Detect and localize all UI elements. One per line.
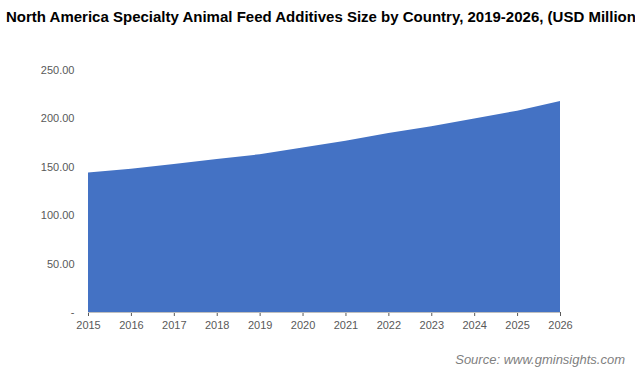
svg-text:-: - <box>71 306 75 318</box>
svg-text:200.00: 200.00 <box>41 112 75 124</box>
svg-text:150.00: 150.00 <box>41 161 75 173</box>
svg-text:2016: 2016 <box>119 319 143 331</box>
svg-text:50.00: 50.00 <box>47 258 75 270</box>
svg-text:2017: 2017 <box>162 319 186 331</box>
svg-text:2026: 2026 <box>548 319 572 331</box>
svg-text:2019: 2019 <box>248 319 272 331</box>
svg-text:100.00: 100.00 <box>41 209 75 221</box>
svg-text:2025: 2025 <box>505 319 529 331</box>
svg-text:250.00: 250.00 <box>41 64 75 76</box>
html-text:Source: www.gminsights.com: Source: www.gminsights.com <box>455 352 625 367</box>
svg-text:2021: 2021 <box>334 319 358 331</box>
svg-text:2020: 2020 <box>291 319 315 331</box>
svg-text:2018: 2018 <box>205 319 229 331</box>
svg-text:2023: 2023 <box>420 319 444 331</box>
svg-text:2022: 2022 <box>377 319 401 331</box>
svg-text:2024: 2024 <box>462 319 486 331</box>
svg-text:2015: 2015 <box>76 319 100 331</box>
